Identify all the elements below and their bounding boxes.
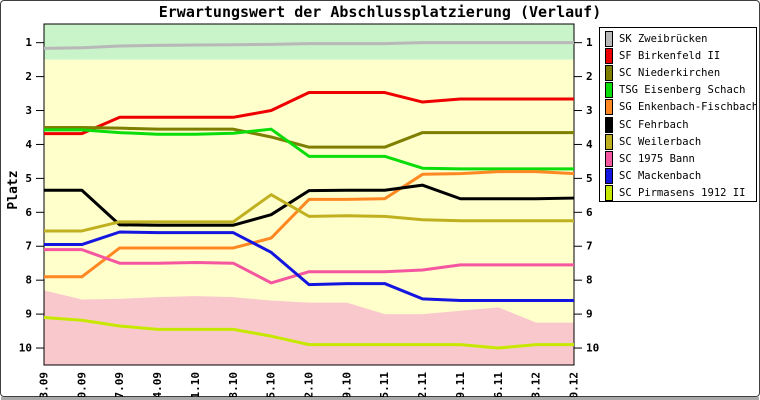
x-tick-label: 24.09 — [151, 372, 164, 400]
y-tick-label-left: 1 — [25, 36, 32, 49]
y-axis-label: Platz — [6, 170, 21, 210]
x-tick-label: 15.10 — [265, 372, 278, 400]
legend-label: SC Niederkirchen — [619, 66, 721, 79]
legend-swatch — [605, 82, 613, 99]
legend-item-sg-enkenbach-fischbach: SG Enkenbach-Fischbach — [604, 99, 756, 116]
x-tick-label: 03.12 — [530, 372, 543, 400]
series-line-sc-pirmasens-1912-ii — [43, 316, 574, 350]
legend-box: SK Zweibrücken SF Birkenfeld II SC Niederk… — [599, 27, 757, 202]
series-line-sk-zweibr-cken — [43, 41, 574, 50]
y-tick-label-right: 3 — [586, 104, 593, 117]
x-tick-label: 10.09 — [75, 372, 88, 400]
x-tick-label: 03.09 — [38, 372, 51, 400]
series-line-sg-enkenbach-fischbach — [44, 170, 575, 279]
legend-swatch — [605, 116, 613, 133]
series-line-sc-1975-bann — [44, 248, 574, 285]
y-tick-label-left: 6 — [25, 206, 32, 219]
x-tick-label: 12.11 — [416, 372, 429, 400]
y-tick-label-right: 7 — [586, 240, 593, 253]
legend-item-sc-pirmasens-1912-ii: SC Pirmasens 1912 II — [604, 185, 756, 201]
legend-label: SG Enkenbach-Fischbach — [619, 101, 757, 114]
y-tick-label-right: 1 — [586, 36, 593, 49]
y-tick-label-right: 6 — [586, 206, 593, 219]
x-tick-label: 08.10 — [227, 372, 240, 400]
y-tick-label-right: 4 — [586, 138, 593, 151]
series-line-sc-weilerbach — [44, 193, 574, 233]
series-line-sc-mackenbach — [44, 230, 574, 303]
legend-item-sc-weilerbach: SC Weilerbach — [604, 133, 756, 150]
y-tick-label-left: 10 — [19, 342, 32, 355]
y-tick-label-left: 9 — [25, 308, 32, 321]
legend-label: SC Mackenbach — [619, 170, 702, 183]
series-line-sc-niederkirchen — [44, 125, 574, 149]
y-tick-label-left: 3 — [25, 104, 32, 117]
legend-swatch — [605, 30, 613, 47]
series-line-sc-fehrbach — [44, 183, 575, 227]
x-tick-label: 26.11 — [492, 372, 505, 400]
legend-swatch — [605, 168, 613, 185]
legend-item-sc-1975-bann: SC 1975 Bann — [604, 150, 756, 167]
legend-item-sc-niederkirchen: SC Niederkirchen — [604, 64, 756, 81]
series-line-sf-birkenfeld-ii — [44, 91, 574, 136]
y-tick-label-right: 2 — [586, 70, 593, 83]
y-tick-label-left: 2 — [25, 70, 32, 83]
legend-item-sf-birkenfeld-ii: SF Birkenfeld II — [604, 47, 756, 64]
legend-label: SK Zweibrücken — [619, 32, 708, 45]
legend-label: SC Fehrbach — [619, 118, 689, 131]
legend-swatch — [605, 185, 613, 201]
legend-item-sc-mackenbach: SC Mackenbach — [604, 168, 756, 185]
x-tick-label: 22.10 — [303, 372, 316, 400]
legend-swatch — [605, 64, 613, 81]
legend-swatch — [605, 99, 613, 116]
y-tick-label-left: 7 — [25, 240, 32, 253]
legend-item-sc-fehrbach: SC Fehrbach — [604, 116, 756, 133]
x-tick-label: 05.11 — [378, 372, 391, 400]
x-tick-label: 10.12 — [568, 372, 581, 400]
x-tick-label: 29.10 — [340, 372, 353, 400]
legend-label: SC Pirmasens 1912 II — [619, 187, 746, 200]
band-relegation-zone-pink — [44, 290, 574, 365]
y-tick-label-right: 8 — [586, 274, 593, 287]
legend-swatch — [605, 150, 613, 167]
legend-item-sk-zweibr-cken: SK Zweibrücken — [604, 30, 756, 47]
bottom-shadow — [1, 397, 759, 400]
legend-label: SC Weilerbach — [619, 135, 702, 148]
legend-item-tsg-eisenberg-schach: TSG Eisenberg Schach — [604, 82, 756, 99]
legend-label: SC 1975 Bann — [619, 152, 695, 165]
plot-frame — [43, 23, 575, 366]
y-tick-label-right: 5 — [586, 172, 593, 185]
y-tick-label-left: 4 — [25, 138, 32, 151]
legend-label: TSG Eisenberg Schach — [619, 84, 746, 97]
y-tick-label-left: 8 — [25, 274, 32, 287]
chart-title: Erwartungswert der Abschlussplatzierung … — [158, 3, 602, 21]
y-tick-label-right: 10 — [586, 342, 599, 355]
legend-swatch — [605, 133, 613, 150]
series-line-tsg-eisenberg-schach — [44, 127, 574, 171]
y-tick-label-left: 5 — [25, 172, 32, 185]
x-tick-label: 19.11 — [454, 372, 467, 400]
legend-swatch — [605, 47, 613, 64]
y-tick-label-right: 9 — [586, 308, 593, 321]
legend-label: SF Birkenfeld II — [619, 49, 721, 62]
x-tick-label: 01.10 — [189, 372, 202, 400]
x-tick-label: 17.09 — [113, 372, 126, 400]
